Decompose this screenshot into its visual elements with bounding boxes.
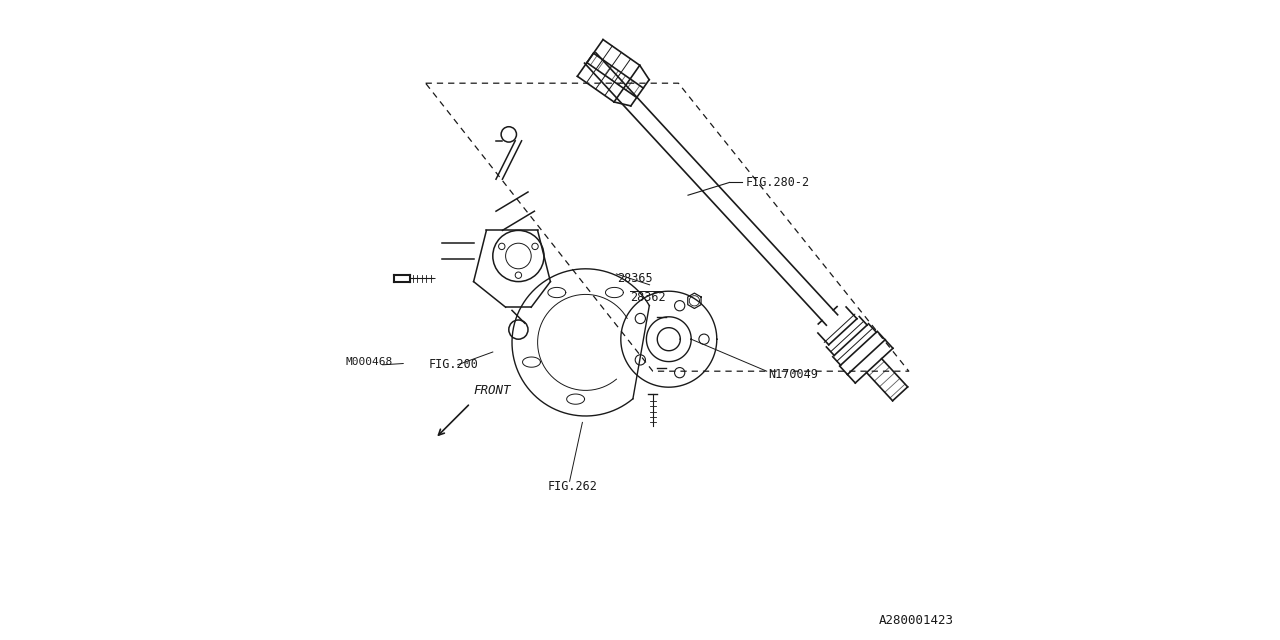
Text: A280001423: A280001423	[878, 614, 954, 627]
Text: M000468: M000468	[346, 356, 393, 367]
Text: 28362: 28362	[630, 291, 666, 304]
Text: FIG.280-2: FIG.280-2	[745, 176, 810, 189]
Text: FIG.262: FIG.262	[548, 480, 596, 493]
Text: N170049: N170049	[768, 368, 818, 381]
Text: FRONT: FRONT	[474, 384, 511, 397]
Text: 28365: 28365	[618, 272, 653, 285]
Text: FIG.200: FIG.200	[429, 358, 479, 371]
